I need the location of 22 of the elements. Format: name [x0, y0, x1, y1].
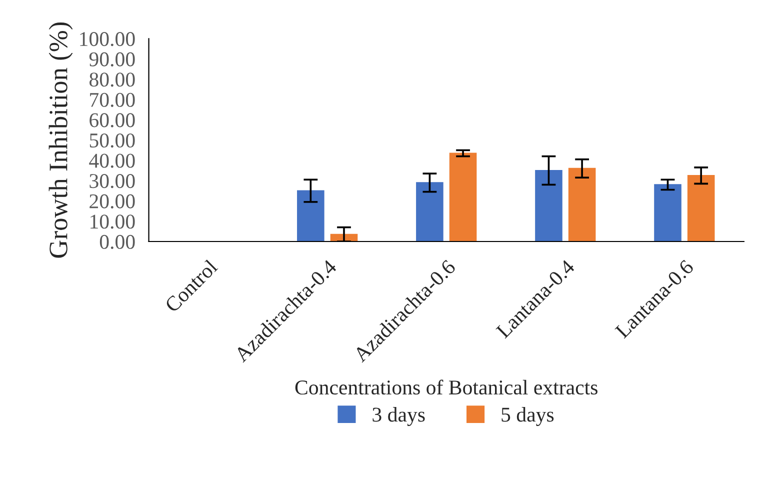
y-tick-label: 20.00 — [90, 194, 135, 208]
bar — [687, 175, 715, 242]
y-tick-label: 60.00 — [90, 113, 135, 128]
y-tick-label: 0.00 — [100, 234, 135, 250]
bar — [297, 190, 324, 242]
bar — [416, 182, 444, 242]
y-tick-label: 50.00 — [90, 133, 135, 148]
y-tick-label: 100.00 — [80, 32, 135, 46]
bar — [654, 184, 682, 242]
y-tick-label: 30.00 — [90, 174, 135, 188]
y-tick-label: 70.00 — [90, 92, 135, 108]
y-tick-label: 40.00 — [89, 154, 135, 168]
y-tick-label: 10.00 — [90, 214, 135, 229]
bar — [535, 170, 562, 242]
bar — [449, 152, 477, 242]
y-tick-label: 90.00 — [89, 52, 135, 66]
bar — [568, 168, 596, 242]
legend-label: 5 days — [502, 407, 554, 426]
legend-label: 3 days — [372, 407, 425, 426]
y-tick-label: 80.00 — [90, 72, 135, 87]
x-axis-title: Concentrations of Botanical extracts — [295, 380, 598, 395]
y-axis-title: Growth Inhibition (%) — [48, 22, 73, 258]
